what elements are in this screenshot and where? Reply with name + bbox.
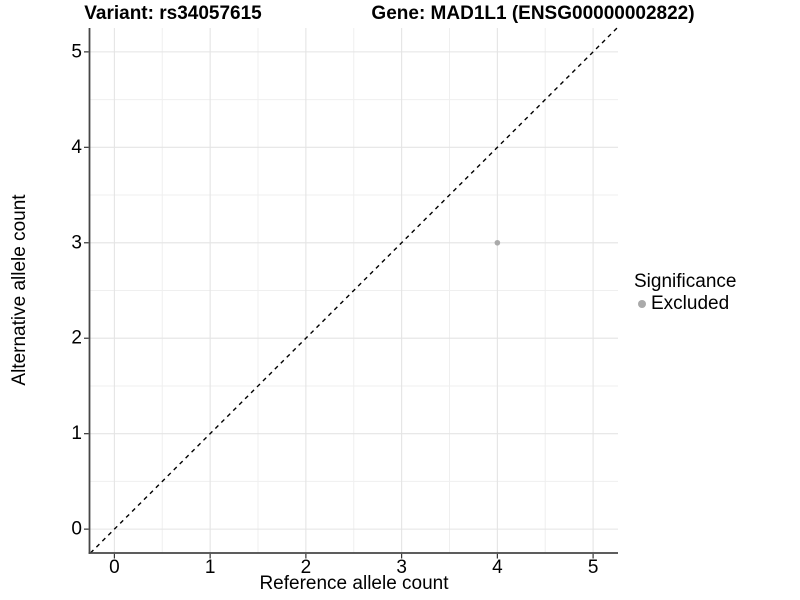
x-tick-label: 4: [492, 557, 503, 578]
legend-item-excluded: Excluded: [634, 293, 736, 314]
y-tick-label: 0: [71, 519, 82, 540]
y-tick-label: 2: [71, 328, 82, 349]
identity-line: [89, 27, 618, 554]
legend-title: Significance: [634, 271, 737, 292]
x-axis-title: Reference allele count: [259, 573, 449, 594]
x-tick-label: 5: [588, 557, 599, 578]
variant-title: Variant: rs34057615: [84, 3, 262, 24]
y-tick-label: 3: [71, 232, 82, 253]
legend: Significance Excluded: [634, 271, 736, 314]
y-tick-label: 5: [71, 41, 82, 62]
x-tick-label: 3: [396, 557, 407, 578]
x-tick-label: 0: [109, 557, 120, 578]
gene-title: Gene: MAD1L1 (ENSG00000002822): [371, 3, 695, 24]
y-tick-label: 4: [71, 137, 82, 158]
data-point: [494, 239, 501, 246]
x-tick-label: 1: [205, 557, 216, 578]
y-tick-label: 1: [71, 423, 82, 444]
excluded-point-icon: [638, 299, 646, 308]
legend-item-label: Excluded: [651, 293, 730, 314]
x-tick-label: 2: [301, 557, 312, 578]
